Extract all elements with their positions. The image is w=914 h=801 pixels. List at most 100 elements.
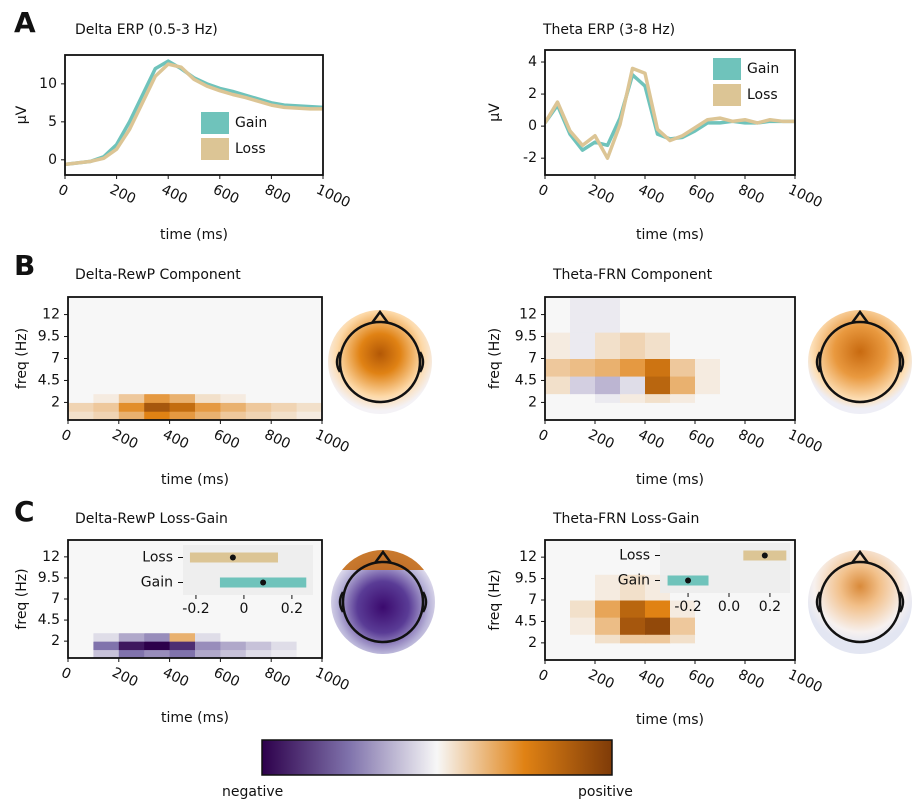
plot-frame (544, 49, 796, 176)
x-tick-label: 800 (736, 667, 767, 693)
heatmap-cell (271, 615, 298, 634)
x-tick-label: 0 (536, 182, 551, 200)
heatmap-cell (770, 297, 795, 333)
interval-point (685, 577, 692, 584)
heatmap-cell (68, 573, 94, 600)
x-tick-label: 0 (536, 667, 551, 685)
heatmap-cell (144, 649, 171, 658)
y-axis-label: freq (Hz) (487, 569, 503, 630)
heatmap-cell (695, 332, 721, 359)
heatmap-cell (545, 393, 571, 403)
heatmap-cell (93, 573, 120, 600)
y-tick-label: 2 (51, 394, 60, 410)
x-axis-label: time (ms) (160, 227, 228, 243)
heatmap-cell (570, 600, 596, 618)
heatmap-cell (570, 651, 596, 660)
heatmap-cell (195, 411, 221, 420)
heatmap-cell (645, 393, 671, 403)
heatmap-cell (620, 634, 646, 644)
heatmap-cell (169, 649, 196, 658)
x-tick-label: 200 (109, 665, 140, 691)
interval-point (260, 579, 267, 586)
y-tick-label: 2 (51, 633, 60, 649)
heatmap-cell (695, 358, 721, 377)
inset-x-tick-label: -0.2 (674, 599, 701, 615)
heatmap-cell (545, 332, 571, 359)
heatmap-cell (770, 402, 795, 412)
heatmap-cell (595, 540, 621, 575)
heatmap-cell (770, 600, 795, 618)
heatmap-cell (195, 358, 221, 377)
chart-title: Delta-RewP Loss-Gain (75, 511, 228, 527)
chart: Delta-RewP Component time (ms) freq (Hz) 0 2… (14, 267, 352, 488)
heatmap-cell (195, 332, 221, 359)
heatmap-cell (220, 599, 247, 617)
heatmap-cell (68, 540, 94, 575)
heatmap-cell (93, 540, 120, 575)
y-tick-label: -2 (523, 150, 537, 166)
heatmap-cell (271, 632, 298, 642)
heatmap-cell (118, 573, 145, 600)
y-tick-label: 7 (51, 351, 60, 367)
y-tick-label: 4.5 (38, 612, 60, 628)
heatmap-cell (570, 634, 596, 644)
heatmap-cell (545, 634, 571, 644)
x-axis-label: time (ms) (161, 710, 229, 726)
heatmap-cell (220, 358, 247, 377)
heatmap-cell (770, 393, 795, 403)
x-axis-label: time (ms) (636, 712, 704, 728)
heatmap-cell (296, 615, 322, 634)
heatmap-cell (720, 332, 746, 359)
heatmap-cell (220, 641, 247, 651)
x-tick-label: 0 (59, 665, 74, 683)
heatmap-cell (93, 393, 120, 403)
heatmap-cell (93, 376, 120, 395)
heatmap-cell (670, 402, 696, 412)
heatmap-cell (271, 332, 298, 359)
heatmap-cell (670, 393, 696, 403)
heatmap-cell (195, 632, 221, 642)
heatmap-cell (645, 358, 671, 377)
heatmap-cell (545, 651, 571, 660)
inset-category-label: Gain (618, 573, 650, 589)
heatmap-cell (169, 376, 196, 395)
heatmap-cell (770, 332, 795, 359)
heatmap-cell (68, 297, 94, 333)
heatmap-cell (745, 600, 771, 618)
x-tick-label: 1000 (786, 667, 825, 697)
heatmap-cell (695, 297, 721, 333)
legend-label: Loss (235, 141, 266, 157)
x-tick-label: 1000 (313, 427, 352, 457)
line-series (545, 66, 795, 160)
x-tick-label: 1000 (314, 182, 353, 212)
y-tick-label: 12 (519, 549, 537, 565)
heatmap-cell (570, 358, 596, 377)
x-axis-label: time (ms) (161, 472, 229, 488)
y-axis-label: μV (487, 103, 503, 122)
x-tick-label: 600 (686, 427, 717, 453)
heatmap-cell (720, 600, 746, 618)
heatmap-cell (296, 641, 322, 651)
heatmap-cell (144, 393, 171, 403)
heatmap-cell (68, 649, 94, 658)
heatmap-cell (220, 632, 247, 642)
heatmap-cell (169, 332, 196, 359)
heatmap-cell (570, 540, 596, 575)
heatmap (545, 297, 795, 420)
heatmap-cell (545, 297, 571, 333)
heatmap-cell (144, 641, 171, 651)
heatmap-cell (195, 376, 221, 395)
heatmap-cell (695, 393, 721, 403)
x-tick-label: 800 (736, 182, 767, 208)
heatmap-cell (720, 651, 746, 660)
line-series (65, 62, 323, 167)
y-tick-label: 0 (48, 152, 57, 168)
heatmap-cell (245, 632, 272, 642)
heatmap-cell (670, 332, 696, 359)
heatmap-cell (271, 641, 298, 651)
y-tick-label: 5 (48, 114, 57, 130)
inset-x-tick-label: 0.2 (759, 599, 781, 615)
y-tick-label: 9.5 (38, 329, 60, 345)
heatmap-cell (595, 358, 621, 377)
heatmap-cell (720, 617, 746, 635)
